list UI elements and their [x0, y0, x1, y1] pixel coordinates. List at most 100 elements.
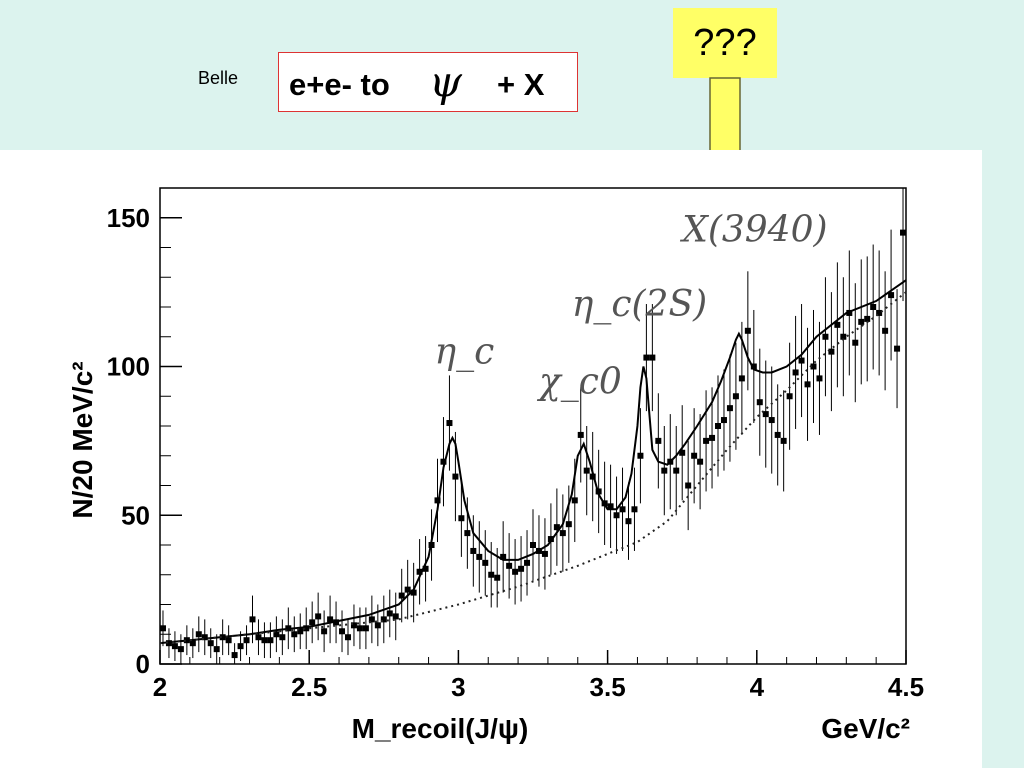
data-point — [553, 524, 560, 531]
data-point — [774, 431, 781, 438]
peak-annotation: η_c — [435, 332, 495, 373]
peak-annotation: X(3940) — [679, 210, 827, 251]
data-point — [392, 613, 399, 620]
data-point — [768, 417, 775, 424]
data-point — [530, 542, 536, 548]
data-point — [458, 515, 465, 522]
data-point — [583, 467, 590, 474]
data-point — [607, 503, 614, 510]
data-point — [488, 571, 495, 578]
data-point — [356, 625, 363, 632]
data-point — [213, 646, 220, 653]
data-point — [386, 610, 393, 617]
data-point — [792, 369, 799, 376]
data-point — [362, 625, 369, 632]
data-point — [267, 637, 274, 644]
data-point — [177, 646, 184, 653]
title-box: e+e- to ψ + X — [278, 52, 578, 112]
y-tick-label: 0 — [136, 649, 150, 679]
y-tick-label: 100 — [107, 352, 150, 382]
data-point — [726, 405, 733, 412]
background-curve — [159, 291, 907, 645]
fit-curve — [159, 279, 907, 645]
data-point — [750, 363, 757, 370]
data-point — [894, 345, 901, 352]
data-point — [249, 616, 256, 623]
x-tick-label: 4 — [750, 672, 765, 702]
data-point — [577, 431, 584, 438]
data-point — [368, 616, 375, 623]
x-tick-label: 3.5 — [590, 672, 626, 702]
peak-annotation: χ_c0 — [536, 361, 622, 402]
y-tick-label: 150 — [107, 203, 150, 233]
data-point — [231, 652, 238, 659]
data-point — [703, 437, 710, 444]
data-point — [816, 375, 823, 382]
data-point — [470, 547, 477, 554]
data-point — [852, 339, 859, 346]
data-point — [631, 506, 638, 513]
data-point — [422, 565, 429, 572]
data-point — [720, 417, 727, 424]
data-point — [524, 559, 531, 566]
data-point — [559, 530, 566, 537]
data-point — [655, 437, 662, 444]
data-point — [637, 452, 644, 459]
data-point — [882, 327, 889, 334]
data-point — [565, 521, 572, 528]
data-point — [512, 568, 519, 575]
title-suffix: + X — [497, 67, 545, 102]
data-point — [547, 536, 554, 543]
data-point — [339, 628, 346, 635]
data-point — [679, 449, 686, 456]
data-point — [589, 473, 596, 480]
data-point — [380, 616, 387, 623]
data-point — [744, 327, 751, 334]
data-point — [344, 634, 351, 641]
data-point — [661, 467, 668, 474]
plot-frame — [159, 187, 907, 665]
x-tick-label: 2.5 — [291, 672, 327, 702]
data-point — [834, 321, 841, 328]
data-point — [828, 348, 835, 355]
chart: 0 50 100 150 2 2.5 3 3.5 4 4.5 η_c χ_c0 η_c(2S) X(39… — [67, 187, 924, 744]
data-point — [541, 550, 548, 557]
data-point — [476, 553, 483, 560]
data-point — [697, 458, 704, 465]
peak-annotation: η_c(2S) — [572, 284, 707, 325]
data-point — [822, 333, 829, 340]
title-prefix: e+e- to — [289, 67, 390, 102]
psi-symbol: ψ — [429, 57, 462, 106]
data-point — [506, 562, 513, 569]
plot-panel: 0 50 100 150 2 2.5 3 3.5 4 4.5 η_c χ_c0 η_c(2S) X(39… — [0, 150, 982, 768]
data-point — [315, 613, 322, 620]
data-point — [840, 333, 847, 340]
data-point — [715, 423, 722, 429]
data-point — [243, 637, 250, 644]
x-axis-label: M_recoil(J/ψ) — [352, 713, 529, 744]
data-point — [691, 452, 698, 459]
data-point — [291, 631, 298, 638]
data-point — [207, 640, 214, 647]
data-point — [858, 318, 865, 325]
data-point — [464, 530, 471, 537]
data-point — [434, 497, 441, 504]
data-point — [273, 631, 280, 638]
data-point — [613, 512, 620, 519]
data-point — [237, 643, 244, 650]
data-point — [571, 497, 578, 504]
data-point — [452, 473, 459, 480]
data-point — [870, 304, 877, 310]
question-callout: ??? — [673, 8, 777, 78]
data-point — [798, 357, 805, 364]
data-point — [685, 482, 692, 489]
data-point — [327, 616, 334, 623]
data-point — [309, 619, 316, 626]
data-point — [321, 628, 328, 635]
data-point — [518, 565, 525, 572]
data-point — [876, 309, 883, 316]
data-point — [494, 574, 501, 581]
data-point — [159, 625, 166, 632]
data-point — [619, 506, 626, 513]
data-point — [350, 622, 357, 629]
